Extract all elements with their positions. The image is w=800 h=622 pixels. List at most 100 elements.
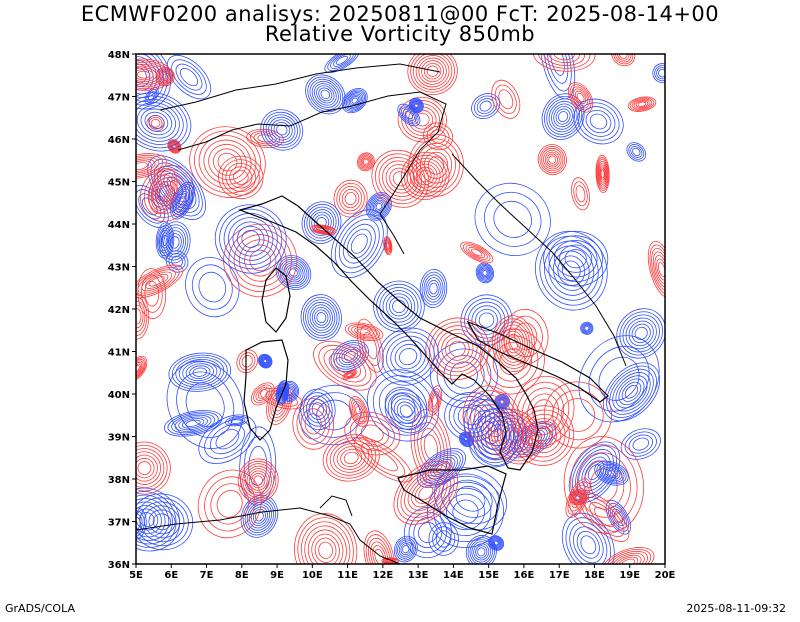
contour-line bbox=[404, 110, 414, 120]
contour-line bbox=[599, 165, 606, 183]
contour-line bbox=[367, 537, 391, 564]
contour-line bbox=[328, 353, 361, 379]
contour-line bbox=[398, 541, 413, 557]
contour-line bbox=[248, 470, 268, 491]
contour-line bbox=[611, 54, 636, 67]
contour-line bbox=[240, 460, 277, 501]
contour-line bbox=[263, 359, 268, 364]
contour-line bbox=[558, 111, 569, 123]
contour-line bbox=[268, 116, 296, 143]
contour-line bbox=[468, 246, 486, 259]
contour-line bbox=[292, 398, 335, 450]
contour-line bbox=[560, 398, 596, 432]
contour-line bbox=[185, 419, 201, 427]
contour-line bbox=[136, 105, 176, 139]
contour-line bbox=[411, 478, 441, 508]
contour-line bbox=[417, 448, 466, 489]
contour-line bbox=[584, 325, 590, 331]
contour-line bbox=[609, 368, 654, 415]
contour-line bbox=[360, 325, 381, 366]
contour-line bbox=[286, 388, 293, 395]
contour-line bbox=[423, 274, 444, 303]
contour-line bbox=[468, 407, 527, 468]
contour-line bbox=[532, 54, 596, 72]
contour-line bbox=[397, 539, 415, 559]
contour-line bbox=[353, 403, 364, 420]
contour-line bbox=[576, 452, 631, 518]
contour-line bbox=[136, 67, 157, 83]
contour-line bbox=[628, 144, 645, 160]
contour-line bbox=[385, 293, 412, 320]
contour-line bbox=[553, 239, 598, 278]
contour-line bbox=[261, 357, 269, 365]
lat-tick-label: 48N bbox=[108, 50, 130, 61]
contour-line bbox=[475, 262, 495, 284]
contour-line bbox=[606, 365, 657, 418]
contour-line bbox=[414, 103, 419, 108]
contour-line bbox=[418, 522, 438, 543]
contour-line bbox=[600, 169, 605, 179]
contour-line bbox=[185, 363, 214, 382]
contour-line bbox=[136, 98, 184, 145]
contour-line bbox=[437, 329, 478, 369]
contour-line bbox=[494, 318, 533, 369]
contour-line bbox=[314, 309, 329, 326]
contour-line bbox=[433, 461, 450, 476]
contour-line bbox=[651, 248, 665, 291]
contour-line bbox=[390, 395, 422, 428]
contour-line bbox=[462, 385, 524, 460]
contour-line bbox=[297, 517, 354, 564]
contour-line bbox=[565, 517, 612, 564]
contour-line bbox=[152, 174, 174, 208]
contour-line bbox=[307, 76, 344, 113]
contour-line bbox=[620, 428, 661, 460]
contour-line bbox=[463, 399, 516, 466]
contour-line bbox=[144, 111, 169, 132]
contour-line bbox=[136, 505, 162, 534]
contour-line bbox=[527, 393, 559, 430]
contour-line bbox=[430, 391, 440, 410]
contour-line bbox=[423, 151, 449, 179]
contour-line bbox=[546, 153, 559, 166]
lat-tick-label: 43N bbox=[108, 263, 130, 274]
contour-line bbox=[473, 543, 490, 561]
contour-line bbox=[359, 154, 373, 169]
contour-line bbox=[647, 241, 665, 298]
contour-line bbox=[491, 79, 521, 119]
lon-tick-label: 7E bbox=[200, 570, 214, 581]
contour-line bbox=[404, 471, 448, 515]
contour-line bbox=[425, 454, 458, 482]
contour-line bbox=[312, 225, 335, 235]
contour-line bbox=[171, 142, 178, 150]
latitude-axis: 36N 37N 38N 39N 40N 41N 42N 43N 44N 45N 46N 47N 48N bbox=[108, 50, 136, 571]
contour-line bbox=[300, 388, 336, 431]
footer-timestamp: 2025-08-11-09:32 bbox=[686, 602, 786, 615]
contour-line bbox=[543, 54, 586, 66]
north-africa-coastline bbox=[136, 507, 401, 564]
contour-line bbox=[598, 463, 625, 483]
contour-line bbox=[156, 180, 170, 201]
contour-line bbox=[537, 54, 591, 69]
contour-line bbox=[652, 251, 665, 288]
contour-line bbox=[427, 279, 440, 298]
contour-line bbox=[341, 88, 368, 114]
contour-line bbox=[616, 54, 630, 61]
contour-line bbox=[191, 264, 233, 310]
contour-line bbox=[136, 293, 150, 340]
contour-line bbox=[138, 193, 162, 220]
contour-line bbox=[430, 459, 453, 478]
contour-line bbox=[417, 421, 445, 473]
contour-line bbox=[625, 317, 657, 350]
contour-line bbox=[379, 286, 419, 326]
contour-line bbox=[415, 112, 430, 127]
contour-line bbox=[511, 375, 575, 447]
contour-line bbox=[241, 230, 260, 248]
contour-line bbox=[412, 138, 460, 193]
contour-line bbox=[411, 100, 422, 111]
lon-tick-label: 20E bbox=[655, 570, 676, 581]
contour-line bbox=[136, 360, 144, 377]
alpine-border bbox=[177, 91, 447, 255]
lat-tick-label: 42N bbox=[108, 305, 130, 316]
contour-line bbox=[253, 475, 264, 486]
contour-line bbox=[136, 297, 148, 336]
